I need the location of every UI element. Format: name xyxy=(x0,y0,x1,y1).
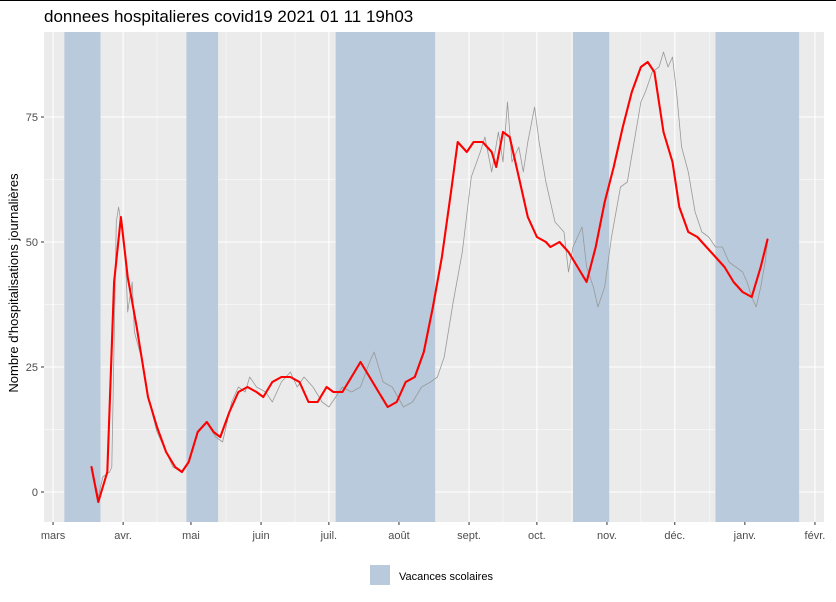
x-tick-label: avr. xyxy=(114,530,132,542)
x-tick-label: juil. xyxy=(320,530,338,542)
y-tick-label: 25 xyxy=(26,362,38,374)
legend-key-vacances xyxy=(370,565,390,585)
legend-label-vacances: Vacances scolaires xyxy=(399,571,493,583)
x-tick-label: janv. xyxy=(733,530,756,542)
x-tick-label: févr. xyxy=(805,530,826,542)
x-axis: mars avr. mai juin juil. août sept. oct. nov. déc… xyxy=(41,522,826,542)
chart-title: donnees hospitalieres covid19 2021 01 11… xyxy=(44,7,413,26)
y-tick-label: 75 xyxy=(26,112,38,124)
vacances-band xyxy=(186,32,219,522)
x-tick-label: juin xyxy=(251,530,269,542)
x-tick-label: déc. xyxy=(664,530,685,542)
x-tick-label: mars xyxy=(41,530,66,542)
y-tick-label: 0 xyxy=(32,487,38,499)
x-tick-label: sept. xyxy=(457,530,481,542)
x-tick-label: oct. xyxy=(528,530,546,542)
y-axis-title: Nombre d'hospitalisations journalières xyxy=(6,173,21,393)
vacances-band xyxy=(335,32,436,522)
y-axis: 0 25 50 75 xyxy=(26,112,44,499)
x-tick-label: mai xyxy=(182,530,200,542)
y-tick-label: 50 xyxy=(26,237,38,249)
x-tick-label: nov. xyxy=(597,530,617,542)
x-tick-label: août xyxy=(388,530,409,542)
vacances-band xyxy=(64,32,101,522)
series-smoothed-line xyxy=(90,60,769,504)
vacances-band xyxy=(573,32,610,522)
series-lines xyxy=(90,51,769,504)
legend: Vacances scolaires xyxy=(370,565,493,585)
